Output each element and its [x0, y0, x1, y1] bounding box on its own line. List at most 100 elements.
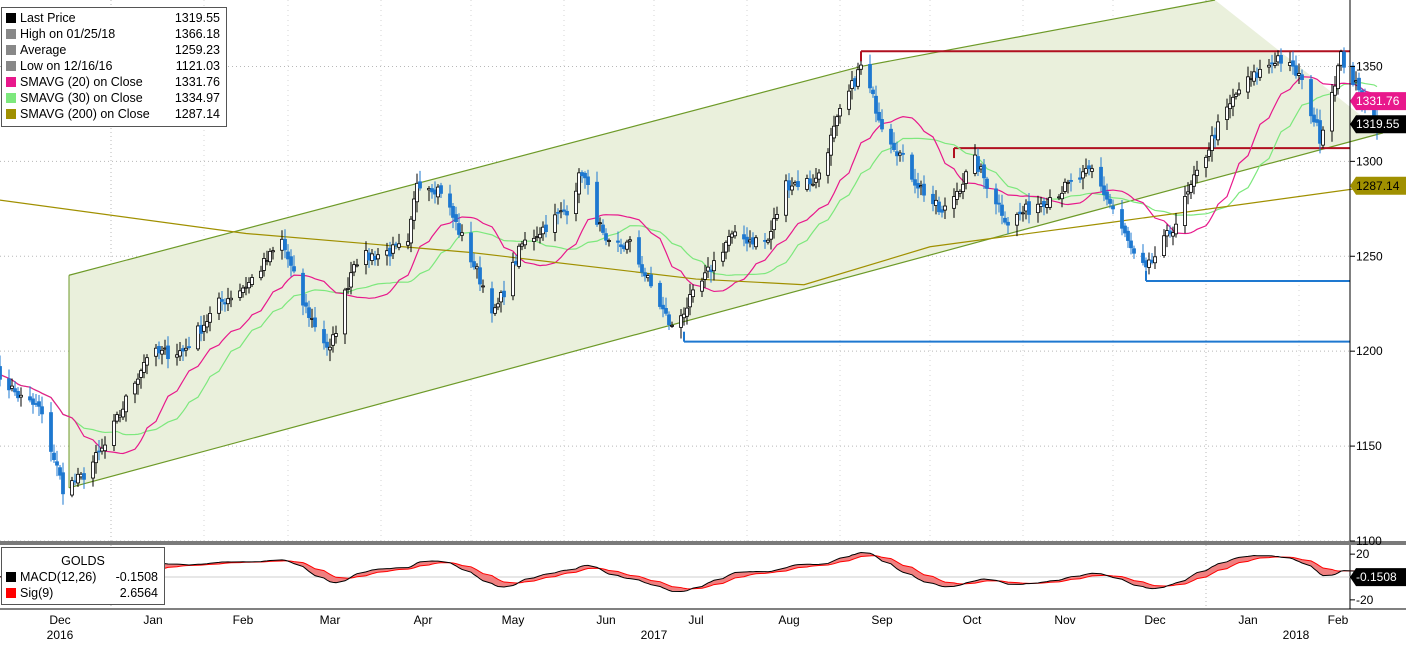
candle [76, 473, 80, 484]
candle [1087, 165, 1091, 170]
candle [916, 182, 920, 189]
candle [388, 247, 392, 257]
candle [670, 325, 674, 327]
candle [259, 270, 263, 279]
macd-legend-label: MACD(12,26) [20, 570, 97, 584]
candle [1174, 223, 1178, 235]
candle [646, 275, 650, 279]
candle [1150, 259, 1154, 263]
sma200-tag-label: 1287.14 [1356, 179, 1400, 193]
candle [115, 414, 119, 422]
y-tick-label: 1300 [1356, 154, 1383, 168]
candle [7, 378, 11, 391]
x-month-label: Aug [778, 613, 799, 627]
candle [691, 289, 695, 298]
candle [661, 304, 665, 310]
candle [1105, 191, 1109, 200]
signal-line [0, 555, 1378, 592]
candle [124, 395, 128, 413]
price-legend-label: Average [20, 43, 67, 57]
candle [700, 280, 704, 292]
candle [133, 382, 137, 395]
price-legend-value: 1331.76 [174, 75, 220, 89]
candle [430, 188, 434, 193]
candle [1357, 77, 1361, 91]
candle [241, 287, 245, 293]
candle [994, 188, 998, 205]
candle [499, 292, 503, 303]
candle [793, 182, 797, 185]
candle [832, 125, 836, 139]
candle [1042, 201, 1046, 207]
candle [1147, 259, 1151, 268]
candle [1351, 65, 1355, 85]
candle [1297, 73, 1301, 76]
candle [202, 324, 206, 332]
candle [175, 354, 179, 358]
sma200-tag-bg [1350, 176, 1406, 195]
candle [982, 164, 986, 179]
price-legend-swatch [6, 45, 16, 55]
candle [1186, 191, 1190, 195]
candle [481, 285, 485, 288]
candle [181, 348, 185, 352]
candle [82, 473, 86, 480]
candle [1081, 171, 1085, 179]
candle [1336, 65, 1340, 90]
candle [706, 266, 710, 272]
x-month-label: Jan [1238, 613, 1257, 627]
candle [304, 302, 308, 307]
candle [814, 177, 818, 183]
macd-legend-row: MACD(12,26) -0.1508 [2, 569, 164, 585]
macd-y-tick-label: -20 [1356, 593, 1374, 607]
last-price-tag-label: 1319.55 [1356, 117, 1400, 131]
x-month-label: Jan [143, 613, 162, 627]
candle [433, 189, 437, 195]
candle [1069, 180, 1073, 182]
candle [70, 480, 74, 496]
candle [805, 178, 809, 190]
candle [1258, 68, 1262, 78]
candle [412, 198, 416, 221]
candle [19, 394, 23, 398]
x-month-label: Jun [596, 613, 615, 627]
candle [889, 128, 893, 145]
x-month-label: Oct [963, 613, 982, 627]
candle [958, 190, 962, 194]
candle [766, 239, 770, 243]
candle [682, 313, 686, 319]
candle [394, 243, 398, 246]
candle [733, 231, 737, 237]
candle [1333, 85, 1337, 96]
candle [1045, 204, 1049, 208]
candle [769, 231, 773, 240]
x-month-label: Dec [1144, 613, 1165, 627]
candle [376, 254, 380, 260]
channel-lower-line [68, 132, 1384, 489]
candle [139, 370, 143, 378]
y-tick-label: 1200 [1356, 344, 1383, 358]
macd-panel: -20 20 [0, 547, 1378, 607]
candle [658, 282, 662, 307]
candle [937, 201, 941, 213]
candle [1063, 181, 1067, 192]
candle [724, 241, 728, 253]
candle [229, 297, 233, 301]
candle [601, 224, 605, 233]
candle [1084, 168, 1088, 174]
macd-legend-value: -0.1508 [115, 570, 158, 584]
candle [73, 480, 77, 483]
candle [853, 78, 857, 87]
candle [973, 154, 977, 174]
candle [268, 251, 272, 263]
candle [940, 209, 944, 213]
candle [475, 266, 479, 270]
candle [709, 269, 713, 273]
candle [721, 251, 725, 262]
candle [727, 236, 731, 246]
candle [1126, 230, 1130, 241]
candle [913, 179, 917, 186]
candle [763, 240, 767, 242]
candle [196, 325, 200, 350]
candle [136, 378, 140, 385]
